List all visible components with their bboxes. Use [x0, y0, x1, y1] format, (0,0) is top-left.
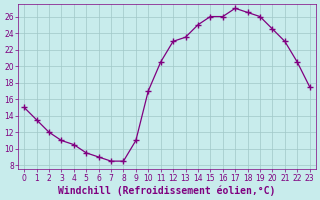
X-axis label: Windchill (Refroidissement éolien,°C): Windchill (Refroidissement éolien,°C)	[58, 185, 276, 196]
